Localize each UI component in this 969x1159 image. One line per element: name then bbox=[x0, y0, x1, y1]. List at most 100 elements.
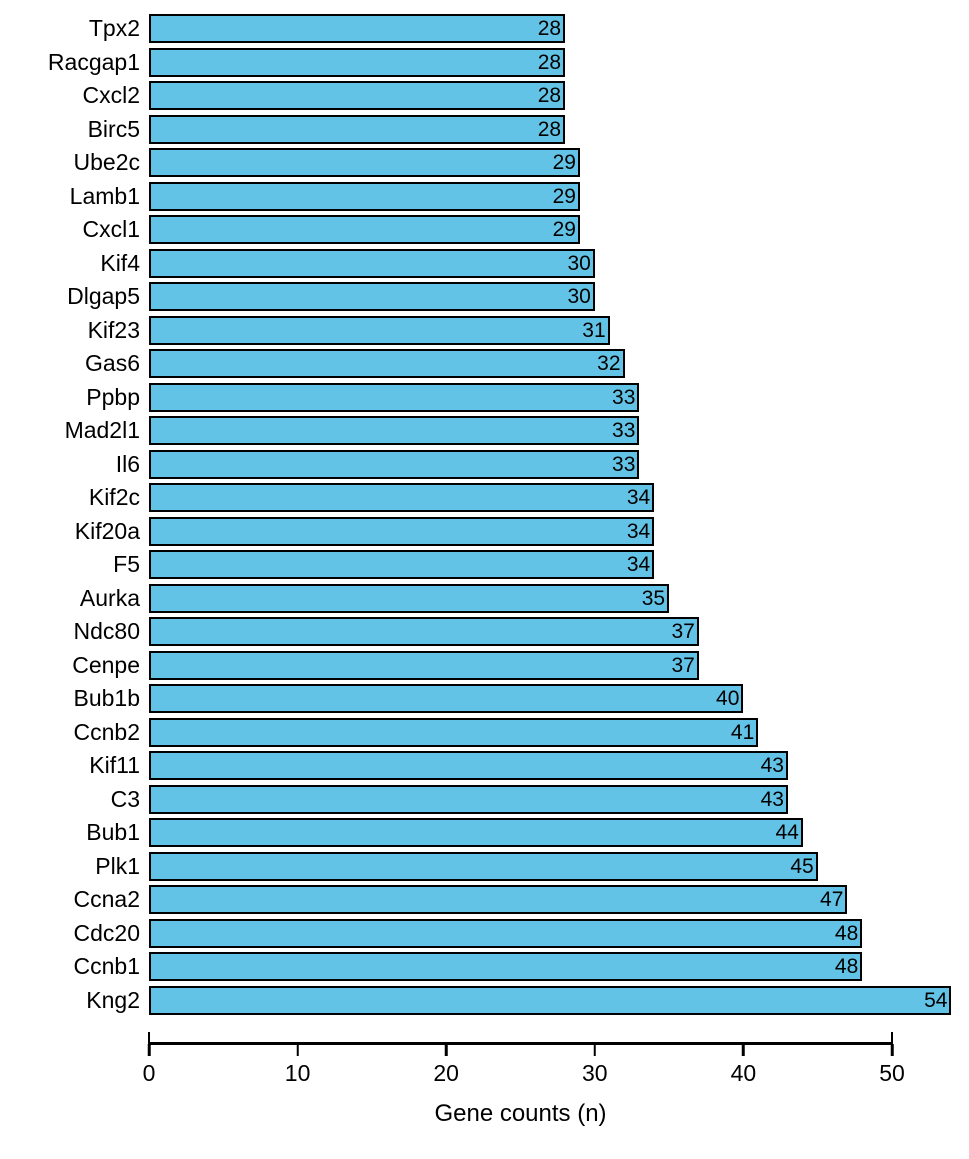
bar: 48 bbox=[149, 952, 863, 982]
bar-value-label: 28 bbox=[537, 117, 562, 141]
gene-label: F5 bbox=[113, 551, 140, 578]
x-axis-tick-mark bbox=[890, 1044, 894, 1056]
bar: 37 bbox=[149, 617, 699, 647]
bar: 29 bbox=[149, 215, 580, 245]
bar-row: F5 34 bbox=[0, 548, 969, 582]
bar-value-label: 33 bbox=[612, 419, 636, 443]
bar-value-label: 48 bbox=[834, 955, 859, 979]
gene-label: Dlgap5 bbox=[67, 283, 140, 310]
gene-label: Kif23 bbox=[87, 316, 140, 343]
x-axis: 0 10 20 30 40 50 Gene counts (n) bbox=[143, 1028, 929, 1148]
gene-label: Ppbp bbox=[86, 383, 140, 410]
bar-row: Racgap1 28 bbox=[0, 46, 969, 80]
bar-row: Kif2c 34 bbox=[0, 481, 969, 515]
gene-label: Birc5 bbox=[87, 115, 140, 142]
x-axis-tick-mark bbox=[444, 1044, 448, 1056]
bar-value-label: 28 bbox=[537, 50, 562, 74]
bar-row: Cxcl1 29 bbox=[0, 213, 969, 247]
bar: 35 bbox=[149, 583, 670, 613]
bar-row: Ccnb2 41 bbox=[0, 716, 969, 750]
bar-row: Kif4 30 bbox=[0, 247, 969, 281]
bar-value-label: 40 bbox=[716, 687, 740, 711]
bar-value-label: 32 bbox=[597, 352, 621, 376]
bar-value-label: 30 bbox=[567, 251, 591, 275]
bar-row: Tpx2 28 bbox=[0, 12, 969, 46]
bar-value-label: 34 bbox=[626, 553, 651, 577]
bar: 33 bbox=[149, 449, 640, 479]
gene-label: Gas6 bbox=[85, 350, 140, 377]
bar-row: Kif20a 34 bbox=[0, 515, 969, 549]
axis-end-cap bbox=[147, 1032, 151, 1044]
bar: 29 bbox=[149, 181, 580, 211]
bar: 34 bbox=[149, 483, 655, 513]
gene-label: Cdc20 bbox=[73, 919, 140, 946]
bar-value-label: 35 bbox=[641, 586, 666, 610]
bar-value-label: 28 bbox=[537, 84, 562, 108]
bar-row: Kif23 31 bbox=[0, 314, 969, 348]
bar-value-label: 37 bbox=[671, 620, 695, 644]
bar-row: Ndc80 37 bbox=[0, 615, 969, 649]
bar: 34 bbox=[149, 550, 655, 580]
bar-row: Cdc20 48 bbox=[0, 917, 969, 951]
bar-row: Il6 33 bbox=[0, 448, 969, 482]
bar: 47 bbox=[149, 885, 848, 915]
bar-row: Lamb1 29 bbox=[0, 180, 969, 214]
gene-label: Il6 bbox=[115, 450, 140, 477]
bar-rows-container: Tpx2 28 Racgap1 28 Cxcl2 28 Birc5 28 Ube2c 29 Lamb… bbox=[0, 12, 969, 1018]
gene-label: Ube2c bbox=[73, 149, 140, 176]
bar-row: Cxcl2 28 bbox=[0, 79, 969, 113]
x-axis-tick-mark bbox=[147, 1044, 151, 1056]
x-axis-label: Gene counts (n) bbox=[434, 1100, 607, 1127]
x-axis-tick-label: 0 bbox=[142, 1060, 156, 1086]
gene-label: Kif11 bbox=[89, 752, 140, 779]
gene-label: Racgap1 bbox=[47, 48, 140, 75]
gene-label: Lamb1 bbox=[69, 182, 140, 209]
bar-row: Ccna2 47 bbox=[0, 883, 969, 917]
gene-label: Tpx2 bbox=[88, 15, 140, 42]
bar-value-label: 34 bbox=[626, 519, 651, 543]
gene-label: Ccnb1 bbox=[73, 953, 140, 980]
bar: 40 bbox=[149, 684, 744, 714]
bar-value-label: 43 bbox=[760, 787, 784, 811]
bar: 34 bbox=[149, 516, 655, 546]
bar-row: Aurka 35 bbox=[0, 582, 969, 616]
bar: 43 bbox=[149, 784, 788, 814]
bar-value-label: 33 bbox=[612, 385, 636, 409]
bar-value-label: 29 bbox=[552, 184, 576, 208]
bar: 37 bbox=[149, 650, 699, 680]
bar-value-label: 44 bbox=[775, 821, 799, 845]
bar-row: Dlgap5 30 bbox=[0, 280, 969, 314]
x-axis-tick-label: 30 bbox=[582, 1060, 608, 1086]
bar-row: C3 43 bbox=[0, 783, 969, 817]
bar-row: Ccnb1 48 bbox=[0, 950, 969, 984]
bar: 28 bbox=[149, 14, 566, 44]
bar-value-label: 33 bbox=[612, 452, 636, 476]
gene-label: Plk1 bbox=[95, 852, 140, 879]
gene-label: Ccnb2 bbox=[73, 718, 140, 745]
bar-value-label: 41 bbox=[730, 720, 755, 744]
x-axis-tick-mark bbox=[742, 1044, 745, 1056]
gene-label: Kif2c bbox=[88, 484, 140, 511]
bar: 28 bbox=[149, 47, 566, 77]
gene-label: Mad2l1 bbox=[64, 417, 140, 444]
bar-row: Bub1 44 bbox=[0, 816, 969, 850]
gene-label: Cxcl1 bbox=[82, 216, 140, 243]
bar: 28 bbox=[149, 114, 566, 144]
bar: 30 bbox=[149, 248, 595, 278]
bar: 54 bbox=[149, 985, 952, 1015]
bar-row: Mad2l1 33 bbox=[0, 414, 969, 448]
bar-row: Kif11 43 bbox=[0, 749, 969, 783]
x-axis-tick-label: 10 bbox=[284, 1060, 311, 1086]
bar: 31 bbox=[149, 315, 610, 345]
bar-value-label: 29 bbox=[552, 218, 576, 242]
bar: 45 bbox=[149, 851, 818, 881]
bar-row: Kng2 54 bbox=[0, 984, 969, 1018]
bar-value-label: 48 bbox=[834, 921, 859, 945]
bar-row: Birc5 28 bbox=[0, 113, 969, 147]
gene-label: Kng2 bbox=[86, 986, 140, 1013]
bar-row: Ppbp 33 bbox=[0, 381, 969, 415]
bar-value-label: 43 bbox=[760, 754, 784, 778]
gene-label: Bub1 bbox=[86, 819, 140, 846]
bar-value-label: 28 bbox=[537, 17, 562, 41]
